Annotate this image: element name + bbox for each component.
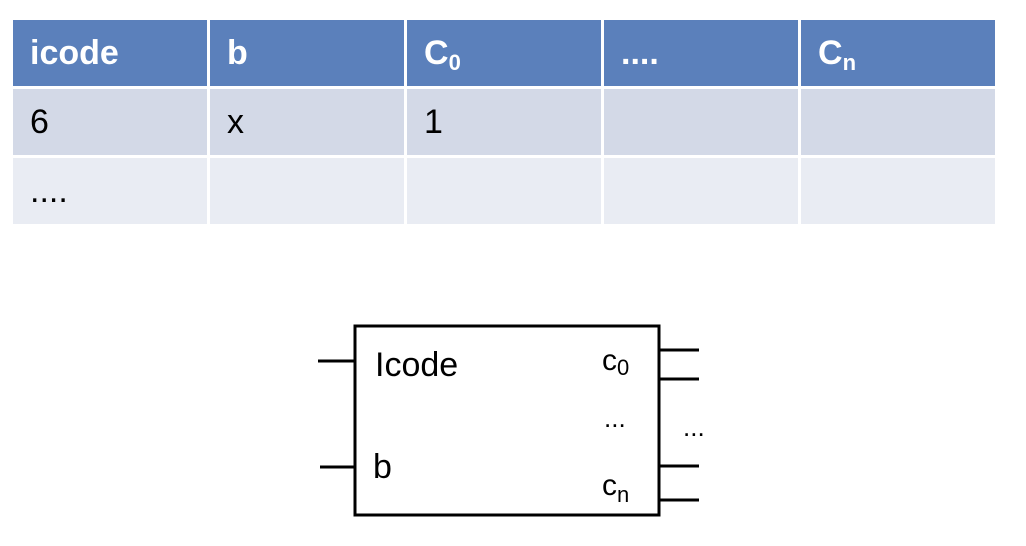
table-cell (801, 89, 995, 155)
c0-output-label: c0 (602, 344, 629, 380)
table-cell (407, 158, 601, 224)
table-cell: 1 (407, 89, 601, 155)
icode-input-label: Icode (375, 346, 458, 384)
table-row: 6 x 1 (13, 89, 995, 155)
header-cell-b: b (210, 20, 404, 86)
table-cell (801, 158, 995, 224)
truth-table: icode b C0 .... Cn 6 x 1 .... (10, 17, 998, 227)
table-cell (604, 89, 798, 155)
table-cell (210, 158, 404, 224)
inner-ellipsis: ... (604, 403, 626, 433)
header-cell-c0: C0 (407, 20, 601, 86)
cn-output-label: cn (602, 469, 629, 507)
logic-block-box (353, 324, 661, 517)
header-cell-ellipsis: .... (604, 20, 798, 86)
outer-ellipsis: ... (683, 412, 705, 442)
header-cell-icode: icode (13, 20, 207, 86)
b-input-label: b (373, 448, 392, 486)
table-cell: .... (13, 158, 207, 224)
table-cell: x (210, 89, 404, 155)
table-header-row: icode b C0 .... Cn (13, 20, 995, 86)
table-cell (604, 158, 798, 224)
table-row: .... (13, 158, 995, 224)
header-cell-cn: Cn (801, 20, 995, 86)
table-cell: 6 (13, 89, 207, 155)
